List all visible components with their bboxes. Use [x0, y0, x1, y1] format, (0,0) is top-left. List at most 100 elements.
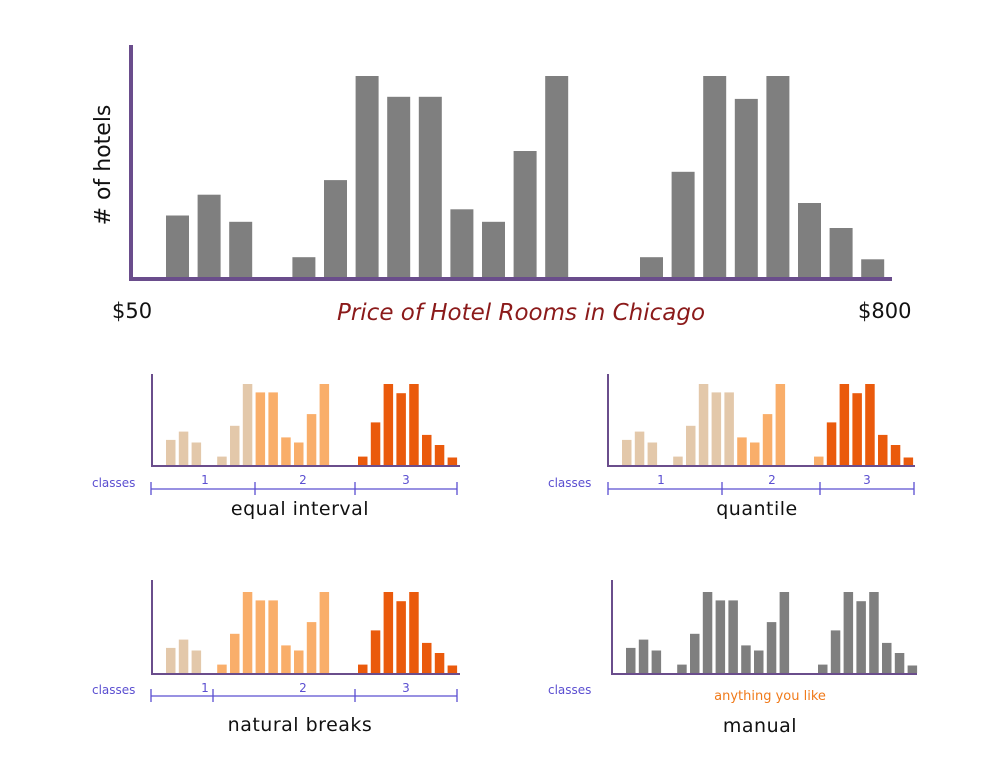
chart-title: Price of Hotel Rooms in Chicago — [337, 300, 705, 326]
main-bars — [166, 76, 885, 279]
quantile-bar — [903, 457, 914, 465]
natural-breaks-bar — [358, 664, 368, 673]
manual-classes-label: classes — [548, 683, 591, 697]
natural-breaks-bar — [383, 592, 394, 673]
equal-interval-bar — [166, 439, 176, 465]
natural-breaks-bar — [370, 630, 381, 673]
quantile-bar — [686, 425, 696, 465]
natural-breaks-bar — [434, 653, 445, 673]
main-bar — [229, 221, 253, 278]
equal-interval-class-2: 2 — [299, 473, 307, 487]
manual-bar — [894, 653, 905, 673]
panel-manual: classes anything you like manual — [548, 580, 918, 737]
main-bar — [766, 76, 790, 278]
natural-breaks-class-1: 1 — [201, 681, 209, 695]
equal-interval-bar — [358, 456, 368, 465]
manual-bar — [869, 592, 879, 673]
main-bar — [671, 171, 695, 278]
main-bar — [355, 76, 379, 278]
natural-breaks-bar — [242, 592, 253, 673]
equal-interval-bar — [409, 384, 419, 465]
equal-interval-bar — [319, 384, 330, 465]
natural-breaks-bar — [306, 622, 317, 673]
equal-interval-bars — [166, 384, 458, 465]
manual-bar — [830, 630, 841, 673]
quantile-class-1: 1 — [657, 473, 665, 487]
quantile-bar — [890, 445, 901, 465]
equal-interval-bar — [422, 434, 432, 465]
equal-interval-bar — [434, 445, 445, 465]
main-bar — [418, 96, 442, 278]
manual-bar — [907, 665, 918, 673]
equal-interval-bar — [447, 457, 458, 465]
quantile-bar — [814, 456, 824, 465]
natural-breaks-bar — [178, 639, 189, 673]
natural-breaks-bar — [166, 647, 176, 673]
natural-breaks-class-bracket — [150, 689, 458, 702]
equal-interval-bar — [255, 392, 266, 465]
equal-interval-bar — [306, 414, 317, 465]
quantile-bar — [826, 422, 837, 465]
manual-bar — [690, 633, 700, 673]
manual-bar — [754, 650, 764, 673]
quantile-bar — [865, 384, 875, 465]
natural-breaks-bar — [396, 601, 406, 673]
natural-breaks-classes-label: classes — [92, 683, 135, 697]
equal-interval-bar — [242, 384, 253, 465]
quantile-class-3: 3 — [863, 473, 871, 487]
equal-interval-bar — [230, 425, 240, 465]
natural-breaks-bars — [166, 592, 458, 673]
manual-bar — [843, 592, 854, 673]
panel-natural-breaks: classes 1 2 3 natural breaks — [92, 580, 460, 736]
equal-interval-bar — [370, 422, 381, 465]
main-bar — [292, 257, 316, 278]
natural-breaks-bar — [268, 600, 278, 673]
equal-interval-class-1: 1 — [201, 473, 209, 487]
equal-interval-classes-label: classes — [92, 476, 135, 490]
y-axis-label: # of hotels — [91, 105, 116, 226]
manual-bar — [882, 642, 892, 673]
quantile-title: quantile — [716, 498, 797, 520]
manual-bar — [651, 650, 662, 673]
equal-interval-bar — [217, 456, 227, 465]
quantile-bar — [698, 384, 709, 465]
quantile-bar — [724, 392, 734, 465]
panel-equal-interval: classes 1 2 3 equal interval — [92, 374, 460, 520]
quantile-bar — [878, 434, 888, 465]
main-bar — [798, 203, 821, 278]
quantile-classes-label: classes — [548, 476, 591, 490]
main-bar — [450, 209, 474, 278]
manual-bars — [626, 592, 918, 673]
quantile-bar — [737, 437, 747, 465]
main-bar — [166, 215, 189, 278]
manual-note: anything you like — [714, 689, 826, 704]
x-end-label: $800 — [858, 299, 911, 323]
main-bar — [324, 180, 347, 278]
natural-breaks-bar — [217, 664, 227, 673]
quantile-bar — [673, 456, 683, 465]
quantile-bar — [775, 384, 786, 465]
manual-title: manual — [723, 715, 797, 737]
natural-breaks-bar — [409, 592, 419, 673]
equal-interval-bar — [268, 392, 278, 465]
natural-breaks-bar — [447, 665, 458, 673]
quantile-class-bracket — [607, 482, 915, 495]
main-histogram: # of hotels $50 $800 Price of Hotel Room… — [91, 45, 911, 326]
manual-bar — [741, 645, 751, 673]
equal-interval-bar — [191, 442, 202, 465]
equal-interval-bar — [294, 442, 304, 465]
quantile-bar — [622, 439, 632, 465]
main-bar — [829, 228, 853, 278]
equal-interval-bar — [383, 384, 394, 465]
equal-interval-class-3: 3 — [402, 473, 410, 487]
equal-interval-bar — [396, 393, 406, 465]
quantile-bars — [622, 384, 914, 465]
main-bar — [703, 76, 727, 278]
main-bar — [387, 96, 411, 278]
manual-bar — [677, 664, 687, 673]
natural-breaks-class-2: 2 — [299, 681, 307, 695]
main-bar — [861, 259, 885, 278]
quantile-bar — [852, 393, 862, 465]
main-bar — [197, 194, 221, 278]
